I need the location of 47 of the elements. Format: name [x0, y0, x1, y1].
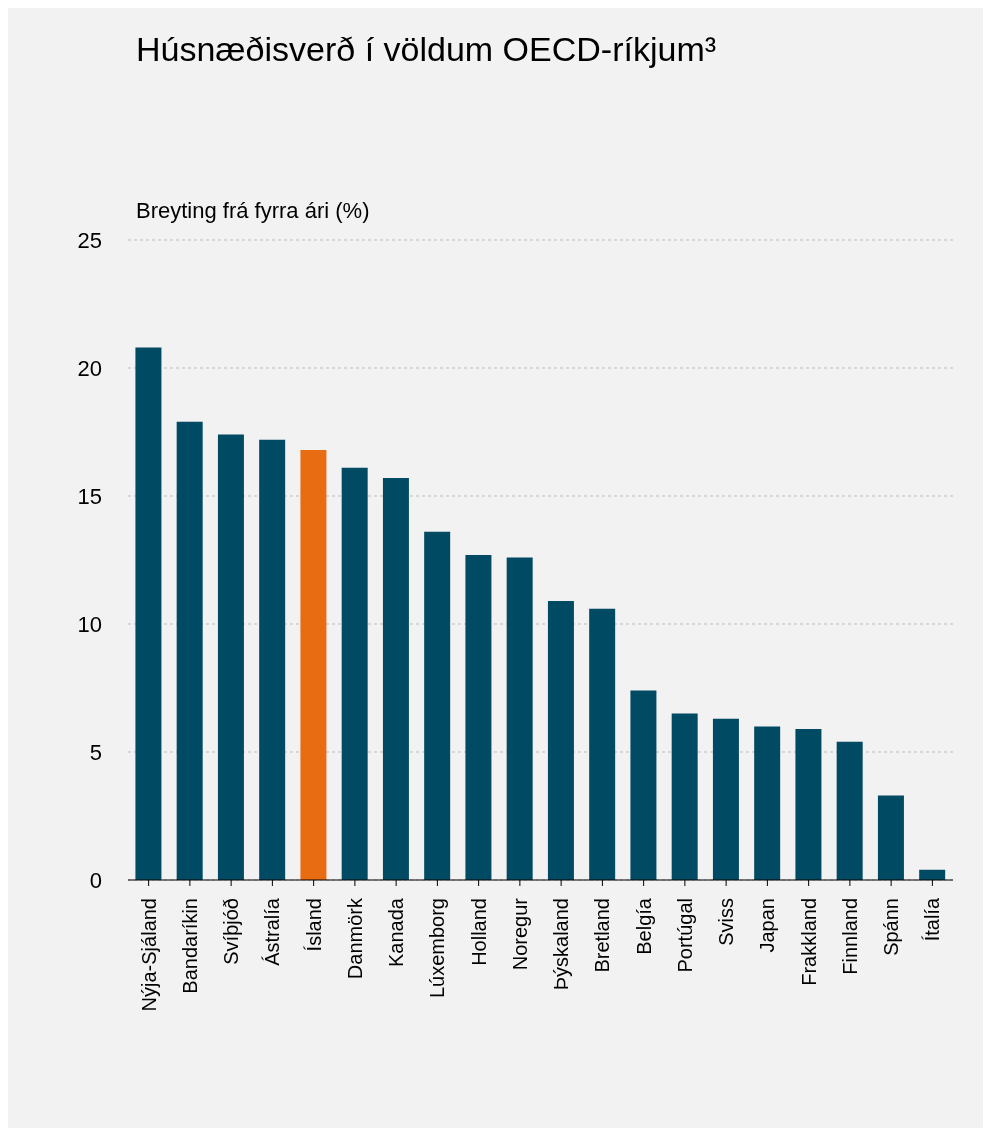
chart-title: Húsnæðisverð í völdum OECD-ríkjum³	[136, 30, 717, 69]
bar	[217, 434, 244, 880]
x-tick-label: Kanada	[385, 897, 408, 967]
x-tick-label: Svíþjóð	[220, 898, 243, 965]
x-tick-label: Lúxemborg	[426, 898, 449, 999]
x-tick-label: Holland	[467, 898, 490, 966]
bar	[877, 795, 904, 880]
x-tick-label: Bandaríkin	[178, 898, 201, 994]
bar	[506, 557, 533, 880]
bar	[754, 726, 781, 880]
x-tick-label: Finnland	[838, 898, 861, 975]
bar	[465, 554, 492, 880]
x-tick-label: Belgía	[632, 897, 655, 955]
y-tick-label: 10	[77, 611, 102, 637]
bar	[712, 718, 739, 880]
x-tick-label: Ísland	[302, 898, 325, 952]
x-tick-label: Sviss	[715, 898, 738, 946]
x-tick-label: Portúgal	[673, 898, 696, 973]
x-tick-label: Bretland	[591, 898, 614, 973]
bar	[630, 690, 657, 880]
bar	[836, 741, 863, 880]
y-axis-title: Breyting frá fyrra ári (%)	[136, 198, 370, 224]
x-tick-label: Noregur	[508, 897, 531, 971]
x-tick-label: Ástralía	[261, 897, 284, 966]
bar	[341, 467, 368, 880]
y-tick-label: 25	[77, 227, 102, 253]
bar	[259, 439, 286, 880]
x-tick-label: Þýskaland	[550, 898, 573, 991]
y-tick-label: 0	[89, 867, 102, 893]
bar	[795, 728, 822, 880]
bar	[382, 478, 409, 880]
bar	[424, 531, 451, 880]
x-tick-label: Frakkland	[797, 898, 820, 986]
x-tick-label: Danmörk	[343, 897, 366, 980]
bar	[135, 347, 162, 880]
x-tick-label: Spánn	[880, 898, 903, 956]
x-tick-label: Nýja-Sjáland	[137, 898, 160, 1012]
bar	[547, 600, 574, 880]
y-tick-label: 5	[89, 739, 102, 765]
bar	[671, 713, 698, 880]
x-tick-label: Japan	[756, 898, 779, 953]
x-tick-label: Ítalía	[921, 897, 944, 942]
bar	[589, 608, 616, 880]
bar	[300, 449, 327, 880]
y-tick-label: 15	[77, 483, 102, 509]
bar	[176, 421, 203, 880]
y-tick-label: 20	[77, 355, 102, 381]
